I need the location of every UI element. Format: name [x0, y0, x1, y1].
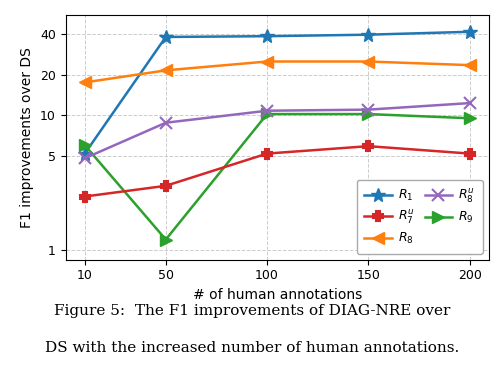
$R_7^u$: [82, 194, 88, 199]
$R_8$: [467, 63, 473, 68]
$R_8^u$: [163, 120, 169, 125]
$R_8$: [82, 80, 88, 85]
$R_8^u$: [365, 107, 371, 112]
Y-axis label: F1 improvements over DS: F1 improvements over DS: [20, 47, 34, 228]
$R_1$: [467, 29, 473, 34]
$R_8^u$: [82, 156, 88, 160]
Line: $R_8^u$: $R_8^u$: [79, 97, 475, 164]
$R_7^u$: [163, 183, 169, 188]
$R_7^u$: [365, 144, 371, 149]
$R_9$: [365, 112, 371, 117]
$R_1$: [163, 35, 169, 39]
Line: $R_9$: $R_9$: [79, 108, 475, 245]
Legend: $R_1$, $R_7^u$, $R_8$, $R_8^u$, $R_9$: $R_1$, $R_7^u$, $R_8$, $R_8^u$, $R_9$: [357, 180, 483, 254]
$R_8^u$: [264, 108, 270, 113]
$R_7^u$: [467, 151, 473, 156]
X-axis label: # of human annotations: # of human annotations: [193, 288, 362, 302]
$R_1$: [365, 32, 371, 37]
$R_8$: [365, 59, 371, 64]
Text: DS with the increased number of human annotations.: DS with the increased number of human an…: [45, 341, 459, 354]
$R_9$: [82, 143, 88, 147]
Line: $R_7^u$: $R_7^u$: [80, 141, 474, 201]
$R_8^u$: [467, 101, 473, 105]
Line: $R_1$: $R_1$: [78, 25, 477, 160]
$R_7^u$: [264, 151, 270, 156]
$R_9$: [163, 237, 169, 242]
$R_9$: [467, 116, 473, 121]
Line: $R_8$: $R_8$: [79, 56, 475, 88]
Text: Figure 5:  The F1 improvements of DIAG-NRE over: Figure 5: The F1 improvements of DIAG-NR…: [54, 304, 450, 318]
$R_8$: [264, 59, 270, 64]
$R_1$: [82, 151, 88, 156]
$R_8$: [163, 68, 169, 73]
$R_9$: [264, 112, 270, 117]
$R_1$: [264, 34, 270, 39]
